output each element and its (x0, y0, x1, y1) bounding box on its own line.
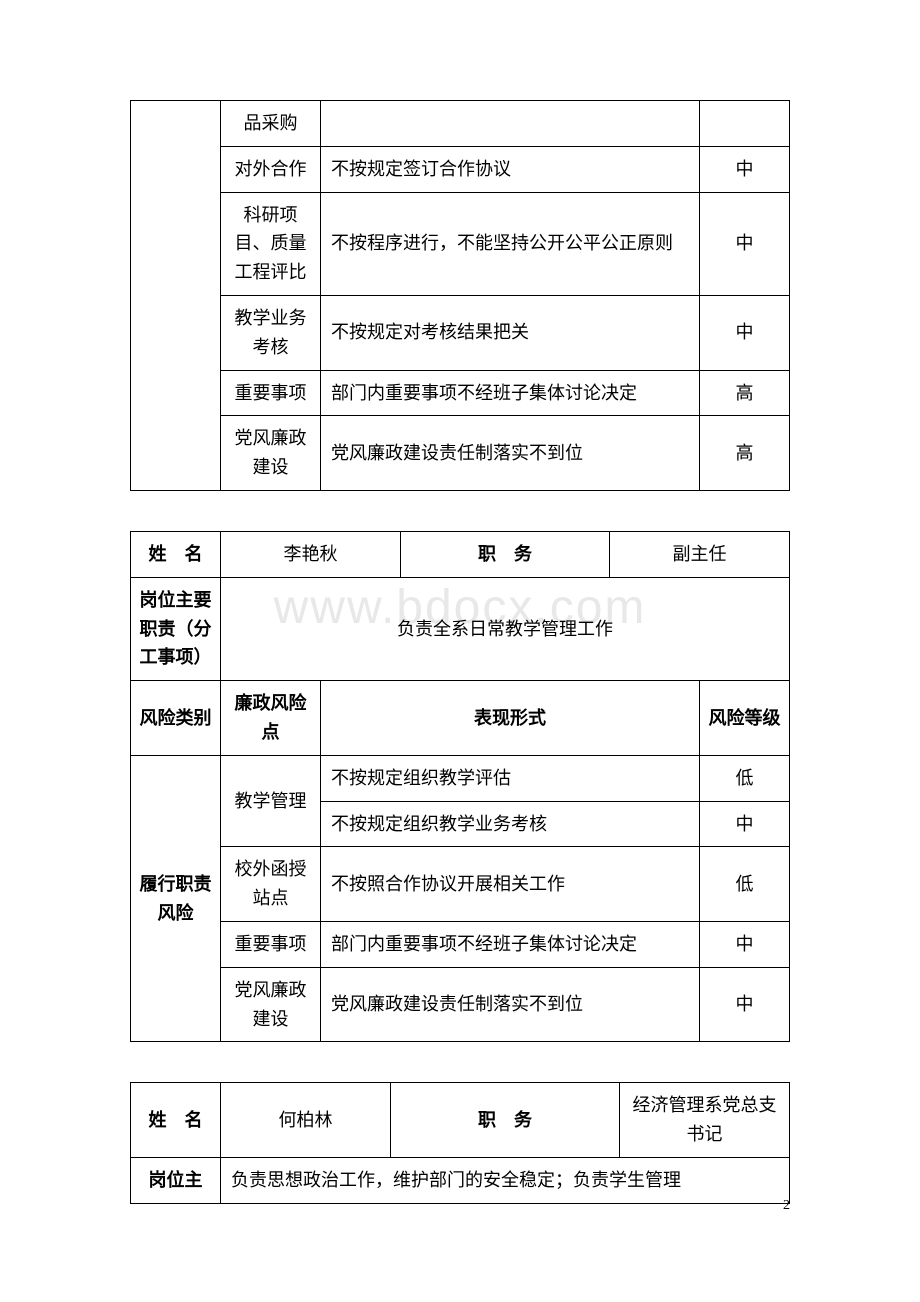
table-row: 重要事项 部门内重要事项不经班子集体讨论决定 高 (131, 370, 790, 416)
table-row: 品采购 (131, 101, 790, 147)
cell-desc: 部门内重要事项不经班子集体讨论决定 (321, 370, 700, 416)
cell-name-value: 何柏林 (221, 1083, 391, 1158)
resp-row: 岗位主要职责（分工事项） 负责全系日常教学管理工作 (131, 577, 790, 680)
cell-level: 高 (700, 416, 790, 491)
cell-duty-value: 副主任 (610, 531, 790, 577)
cell-level: 中 (700, 146, 790, 192)
cell-desc (321, 101, 700, 147)
cell-sh4: 风险等级 (700, 681, 790, 756)
cell-resp-value: 负责思想政治工作，维护部门的安全稳定；负责学生管理 (221, 1157, 790, 1203)
cell-duty-value: 经济管理系党总支书记 (620, 1083, 790, 1158)
cell-level: 高 (700, 370, 790, 416)
table-row: 党风廉政建设 党风廉政建设责任制落实不到位 中 (131, 967, 790, 1042)
cell-desc: 不按规定对考核结果把关 (321, 295, 700, 370)
cell-desc: 党风廉政建设责任制落实不到位 (321, 967, 700, 1042)
cell-desc: 党风廉政建设责任制落实不到位 (321, 416, 700, 491)
cell-name-label: 姓 名 (131, 531, 221, 577)
resp-row: 岗位主 负责思想政治工作，维护部门的安全稳定；负责学生管理 (131, 1157, 790, 1203)
cell-level: 低 (700, 755, 790, 801)
cell-empty (131, 101, 221, 491)
cell-resp-label: 岗位主 (131, 1157, 221, 1203)
cell-sh3: 表现形式 (321, 681, 700, 756)
cell-risk-category: 履行职责风险 (131, 755, 221, 1042)
table-row: 重要事项 部门内重要事项不经班子集体讨论决定 中 (131, 921, 790, 967)
risk-table-1: 品采购 对外合作 不按规定签订合作协议 中 科研项目、质量工程评比 不按程序进行… (130, 100, 790, 491)
cell-duty-label: 职 务 (391, 1083, 620, 1158)
document-content: 品采购 对外合作 不按规定签订合作协议 中 科研项目、质量工程评比 不按程序进行… (130, 100, 790, 1204)
table-row: 履行职责风险 教学管理 不按规定组织教学评估 低 (131, 755, 790, 801)
cell-sh2: 廉政风险点 (221, 681, 321, 756)
cell-level: 低 (700, 847, 790, 922)
cell-risk-point: 科研项目、质量工程评比 (221, 192, 321, 295)
cell-level (700, 101, 790, 147)
cell-desc: 不按规定签订合作协议 (321, 146, 700, 192)
cell-resp-value: 负责全系日常教学管理工作 (221, 577, 790, 680)
cell-name-label: 姓 名 (131, 1083, 221, 1158)
cell-risk-point: 品采购 (221, 101, 321, 147)
cell-risk-point: 教学业务考核 (221, 295, 321, 370)
cell-desc: 部门内重要事项不经班子集体讨论决定 (321, 921, 700, 967)
table-row: 党风廉政建设 党风廉政建设责任制落实不到位 高 (131, 416, 790, 491)
cell-desc: 不按规定组织教学评估 (321, 755, 700, 801)
subheader-row: 风险类别 廉政风险点 表现形式 风险等级 (131, 681, 790, 756)
cell-risk-point: 对外合作 (221, 146, 321, 192)
risk-table-3: 姓 名 何柏林 职 务 经济管理系党总支书记 岗位主 负责思想政治工作，维护部门… (130, 1082, 790, 1203)
header-row: 姓 名 何柏林 职 务 经济管理系党总支书记 (131, 1083, 790, 1158)
cell-resp-label: 岗位主要职责（分工事项） (131, 577, 221, 680)
cell-level: 中 (700, 192, 790, 295)
cell-desc: 不按程序进行，不能坚持公开公平公正原则 (321, 192, 700, 295)
cell-desc: 不按照合作协议开展相关工作 (321, 847, 700, 922)
table-row: 教学业务考核 不按规定对考核结果把关 中 (131, 295, 790, 370)
cell-risk-point: 党风廉政建设 (221, 967, 321, 1042)
cell-level: 中 (700, 295, 790, 370)
table-row: 校外函授站点 不按照合作协议开展相关工作 低 (131, 847, 790, 922)
cell-desc: 不按规定组织教学业务考核 (321, 801, 700, 847)
cell-level: 中 (700, 801, 790, 847)
cell-duty-label: 职 务 (401, 531, 610, 577)
table-row: 对外合作 不按规定签订合作协议 中 (131, 146, 790, 192)
risk-table-2: 姓 名 李艳秋 职 务 副主任 岗位主要职责（分工事项） 负责全系日常教学管理工… (130, 531, 790, 1042)
cell-level: 中 (700, 967, 790, 1042)
cell-level: 中 (700, 921, 790, 967)
cell-risk-point: 校外函授站点 (221, 847, 321, 922)
table-row: 科研项目、质量工程评比 不按程序进行，不能坚持公开公平公正原则 中 (131, 192, 790, 295)
cell-risk-point: 重要事项 (221, 921, 321, 967)
cell-risk-point: 重要事项 (221, 370, 321, 416)
header-row: 姓 名 李艳秋 职 务 副主任 (131, 531, 790, 577)
cell-risk-point: 教学管理 (221, 755, 321, 847)
cell-risk-point: 党风廉政建设 (221, 416, 321, 491)
cell-name-value: 李艳秋 (221, 531, 401, 577)
cell-sh1: 风险类别 (131, 681, 221, 756)
